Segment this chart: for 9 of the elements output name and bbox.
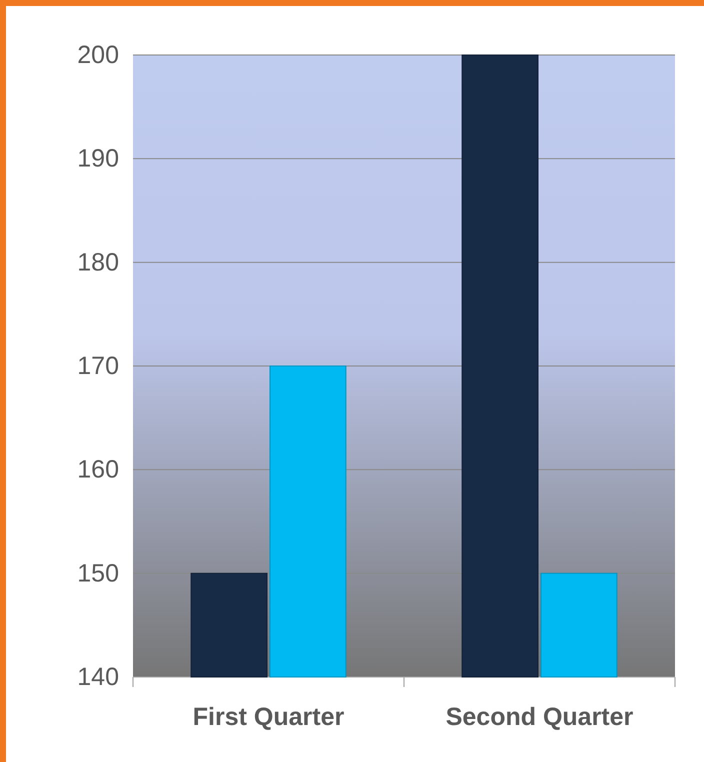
y-tick-label: 190 <box>77 144 119 173</box>
y-tick-label: 140 <box>77 663 119 691</box>
x-tick-label: Second Quarter <box>446 702 634 731</box>
y-tick-label: 170 <box>77 352 119 380</box>
y-tick-label: 180 <box>77 248 119 276</box>
y-tick-label: 150 <box>77 559 119 588</box>
x-tick-label: First Quarter <box>192 702 344 731</box>
y-tick-label: 160 <box>77 456 119 484</box>
y-tick-label: 200 <box>77 41 119 69</box>
